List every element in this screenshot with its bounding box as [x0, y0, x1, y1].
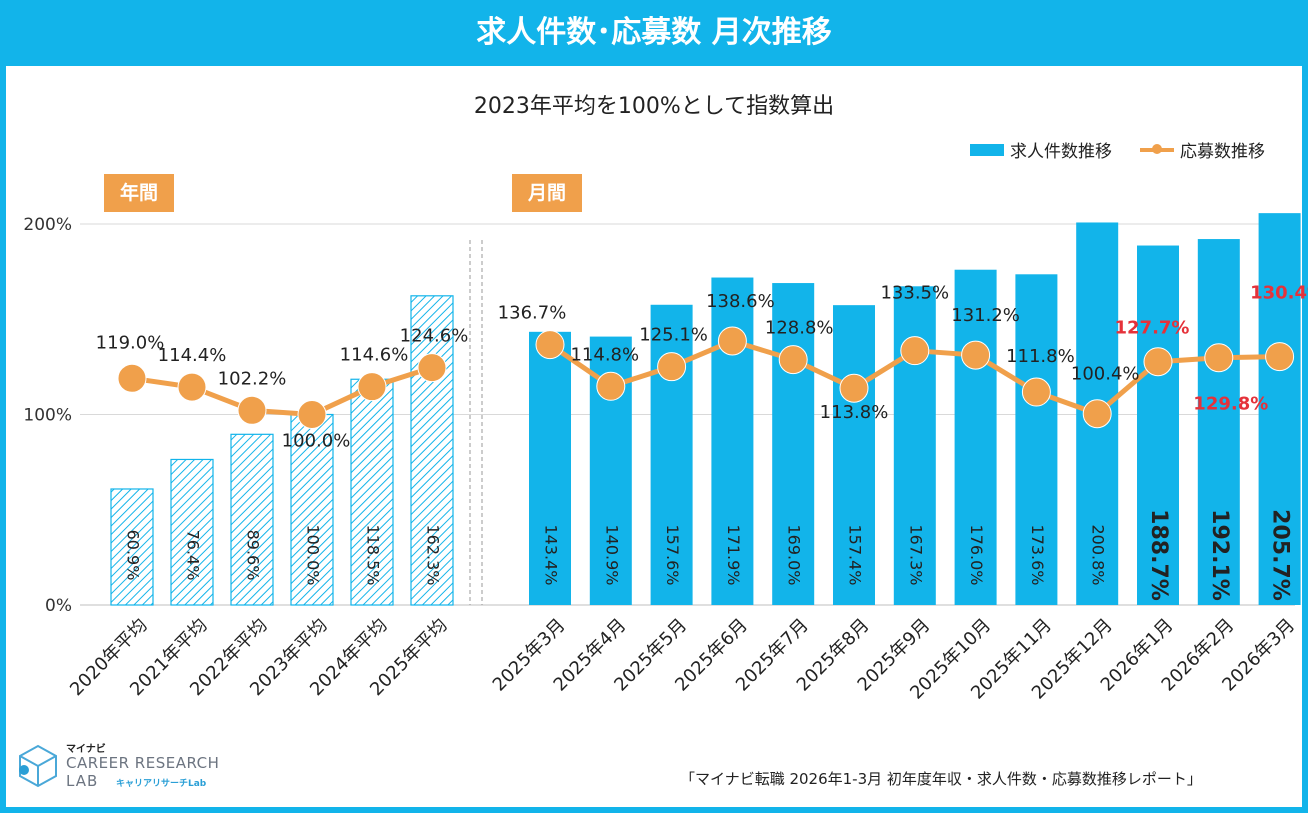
line-point	[117, 363, 147, 393]
line-value-label: 128.8%	[765, 318, 834, 339]
logo-line2: LAB	[66, 772, 99, 790]
line-value-label: 125.1%	[639, 325, 708, 346]
line-point	[1204, 343, 1234, 373]
bar-value-label: 169.0%	[785, 524, 804, 585]
bar	[170, 458, 214, 606]
logo-brand: マイナビ	[66, 744, 106, 755]
chart-header: 求人件数･応募数 月次推移	[0, 0, 1308, 66]
line-point	[1021, 377, 1051, 407]
bar-value-label: 140.9%	[602, 524, 621, 585]
line-point	[417, 353, 447, 383]
bar-value-label: 100.0%	[304, 524, 323, 585]
bar	[410, 295, 454, 606]
bar	[1258, 213, 1301, 606]
line-value-label: 102.2%	[218, 368, 287, 389]
bar-value-label: 89.6%	[244, 530, 263, 581]
line-value-label: 113.8%	[820, 402, 889, 423]
line-point	[297, 400, 327, 429]
legend-bar-swatch	[970, 143, 1004, 156]
bar-value-label: 176.0%	[967, 524, 986, 585]
logo-kana: キャリアリサーチLab	[116, 779, 207, 789]
line-point	[177, 372, 207, 402]
line-point	[1082, 399, 1112, 429]
line-point	[1265, 342, 1295, 372]
line-value-label: 133.5%	[880, 283, 949, 304]
line-point	[657, 352, 687, 382]
logo: マイナビ CAREER RESEARCH LAB キャリアリサーチLab	[14, 740, 244, 790]
bar	[833, 305, 875, 605]
line-value-label: 114.8%	[570, 344, 639, 365]
monthly-badge: 月間	[512, 174, 583, 212]
line-point	[1143, 347, 1173, 377]
line-point	[900, 336, 930, 366]
line-value-label: 129.8%	[1193, 394, 1268, 415]
line-point	[717, 326, 747, 356]
bar-value-label: 157.6%	[663, 524, 682, 585]
bar-value-label: 60.9%	[124, 530, 143, 581]
legend-line-label: 応募数推移	[1180, 142, 1265, 162]
y-tick-label: 200%	[23, 215, 72, 235]
bar	[110, 488, 154, 606]
bar-value-label: 157.4%	[846, 524, 865, 585]
cube-logo-icon	[19, 744, 57, 788]
legend-bars: 求人件数推移	[970, 137, 1112, 162]
bar-value-label: 143.4%	[542, 524, 561, 585]
bar	[954, 269, 997, 605]
line-value-label: 119.0%	[96, 332, 165, 353]
bar-value-label: 205.7%	[1268, 509, 1293, 601]
bar-value-label: 200.8%	[1089, 524, 1108, 585]
bar-value-label: 192.1%	[1207, 509, 1232, 601]
line-value-label: 138.6%	[706, 291, 775, 312]
legend-line: 応募数推移	[1140, 137, 1265, 162]
line-value-label: 130.4%	[1250, 283, 1308, 304]
bar	[529, 331, 571, 605]
bar-value-label: 171.9%	[724, 524, 743, 585]
line-value-label: 124.6%	[400, 326, 469, 347]
bar-value-label: 118.5%	[364, 524, 383, 585]
bar-value-label: 76.4%	[184, 530, 203, 581]
bar	[772, 283, 815, 605]
line-value-label: 111.8%	[1006, 346, 1075, 367]
line-value-label: 114.6%	[340, 345, 409, 366]
source-note: 「マイナビ転職 2026年1-3月 初年度年収・求人件数・応募数推移レポート」	[680, 770, 1202, 788]
bar	[1137, 245, 1179, 606]
logo-line1: CAREER RESEARCH	[66, 754, 220, 772]
line-point	[839, 373, 869, 403]
annual-badge: 年間	[104, 174, 175, 212]
line-point	[535, 330, 565, 360]
bar	[350, 378, 394, 606]
bar-value-label: 188.7%	[1146, 509, 1171, 601]
bar-value-label: 173.6%	[1028, 524, 1047, 585]
line-value-label: 127.7%	[1115, 318, 1190, 339]
bar	[1197, 239, 1240, 605]
y-tick-label: 100%	[23, 406, 72, 426]
bar-value-label: 167.3%	[906, 524, 925, 585]
legend-line-swatch	[1140, 143, 1174, 154]
bar	[290, 413, 334, 606]
line-point	[596, 371, 626, 401]
bar	[1015, 274, 1058, 605]
y-tick-label: 0%	[45, 596, 72, 616]
line-value-label: 136.7%	[498, 303, 567, 324]
line-value-label: 114.4%	[158, 345, 227, 366]
legend-bar-label: 求人件数推移	[1010, 142, 1112, 162]
bar	[230, 433, 274, 606]
line-point	[778, 345, 808, 375]
line-point	[357, 372, 387, 402]
line-point	[237, 395, 267, 425]
line-point	[961, 340, 991, 370]
line-value-label: 100.0%	[282, 431, 351, 452]
line-value-label: 131.2%	[951, 305, 1020, 326]
chart-subtitle: 2023年平均を100%として指数算出	[473, 94, 835, 119]
bar-value-label: 162.3%	[424, 524, 443, 585]
line-value-label: 100.4%	[1071, 364, 1140, 385]
